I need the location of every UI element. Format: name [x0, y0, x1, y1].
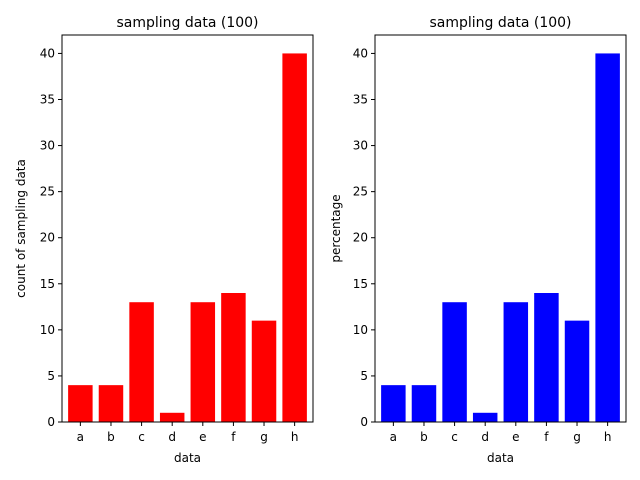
chart-right-xticks: a b c d e f g h — [390, 422, 612, 444]
chart-right-bar-e — [503, 302, 529, 422]
chart-left-bar-b — [98, 385, 124, 422]
chart-right-axes-frame — [374, 34, 627, 423]
chart-right-bar-g — [564, 320, 590, 422]
chart-left-xtick-label: a — [77, 430, 84, 444]
chart-left-yticks: 0 5 10 15 20 25 30 35 40 — [40, 46, 62, 429]
chart-right-xtick-label: b — [420, 430, 428, 444]
chart-left-bar-e — [190, 302, 216, 422]
chart-right-ytick-label: 15 — [353, 277, 368, 291]
chart-right-ytick-label: 5 — [360, 369, 368, 383]
chart-left-xtick-label: e — [199, 430, 206, 444]
chart-right-ytick-label: 10 — [353, 323, 368, 337]
chart-right-yticks: 0 5 10 15 20 25 30 35 40 — [353, 46, 375, 429]
chart-left-xlabel: data — [174, 451, 201, 465]
chart-left-xtick-label: b — [107, 430, 115, 444]
chart-left-ytick-label: 20 — [40, 231, 55, 245]
chart-right-ytick-label: 20 — [353, 231, 368, 245]
chart-left-ytick-label: 10 — [40, 323, 55, 337]
chart-right-bar-f — [534, 293, 559, 422]
chart-right-xtick-label: a — [390, 430, 397, 444]
chart-right-bar-a — [381, 385, 406, 422]
chart-right-xtick-label: g — [573, 430, 581, 444]
chart-left: 0 5 10 15 20 25 30 35 40 a b c d e f g h sampling data … — [14, 15, 314, 465]
chart-left-bars — [68, 53, 307, 423]
chart-right-xtick-label: h — [604, 430, 612, 444]
chart-right-bar-d — [472, 412, 498, 422]
chart-left-ytick-label: 30 — [40, 139, 55, 153]
chart-right-title: sampling data (100) — [429, 15, 571, 31]
chart-left-bar-a — [68, 385, 93, 422]
chart-left-ylabel: count of sampling data — [14, 159, 28, 298]
chart-right-bar-b — [411, 385, 437, 422]
chart-left-xticks: a b c d e f g h — [77, 422, 299, 444]
chart-left-bar-f — [221, 293, 246, 422]
chart-right-ytick-label: 35 — [353, 93, 368, 107]
chart-right-xlabel: data — [487, 451, 514, 465]
chart-left-bar-g — [251, 320, 277, 422]
chart-left-xtick-label: d — [168, 430, 176, 444]
chart-left-xtick-label: g — [260, 430, 268, 444]
chart-left-xtick-label: h — [291, 430, 299, 444]
chart-left-ytick-label: 40 — [40, 46, 55, 60]
chart-right-ytick-label: 0 — [360, 415, 368, 429]
chart-right-xtick-label: e — [512, 430, 519, 444]
chart-left-xtick-label: c — [138, 430, 145, 444]
chart-right-xtick-label: f — [544, 430, 549, 444]
chart-right-xtick-label: c — [451, 430, 458, 444]
chart-left-xtick-label: f — [231, 430, 236, 444]
chart-right-bar-h — [595, 53, 620, 423]
chart-left-ytick-label: 0 — [47, 415, 55, 429]
chart-left-ytick-label: 35 — [40, 93, 55, 107]
chart-right-ytick-label: 30 — [353, 139, 368, 153]
chart-right-xtick-label: d — [481, 430, 489, 444]
chart-right-ylabel: percentage — [329, 194, 343, 262]
chart-right-bar-c — [442, 302, 467, 422]
chart-left-title: sampling data (100) — [116, 15, 258, 31]
chart-right-bars — [381, 53, 620, 423]
chart-left-ytick-label: 15 — [40, 277, 55, 291]
chart-left-ytick-label: 5 — [47, 369, 55, 383]
chart-right-ytick-label: 25 — [353, 185, 368, 199]
chart-right-ytick-label: 40 — [353, 46, 368, 60]
chart-left-ytick-label: 25 — [40, 185, 55, 199]
chart-left-bar-d — [159, 412, 185, 422]
chart-left-bar-c — [129, 302, 154, 422]
chart-left-bar-h — [282, 53, 307, 423]
chart-right: 0 5 10 15 20 25 30 35 40 a b c d e f g h sampling data … — [329, 15, 627, 465]
chart-left-axes-frame — [61, 34, 314, 423]
